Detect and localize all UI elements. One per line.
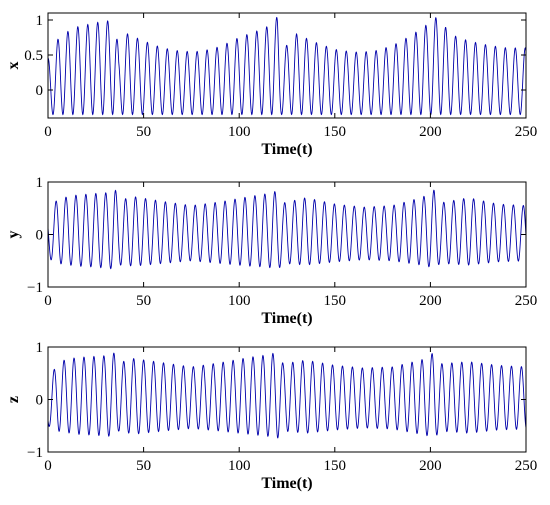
x-tick-label: 250 <box>515 293 538 309</box>
x-tick-label: 50 <box>136 458 151 474</box>
axes-frame <box>47 12 527 119</box>
x-tick-label: 150 <box>324 124 347 140</box>
x-tick-label: 250 <box>515 124 538 140</box>
x-tick-label: 0 <box>44 293 52 309</box>
series-line-x-0 <box>48 16 526 116</box>
series-line-y-0 <box>48 189 526 270</box>
x-tick-label: 100 <box>228 124 251 140</box>
y-axis-label: x <box>5 62 22 70</box>
x-tick-label: 0 <box>44 458 52 474</box>
x-axis-label: Time(t) <box>261 141 312 158</box>
panel-x: 0 50 100 150 200 250 0 0.5 1 Time(t) x <box>5 12 538 158</box>
y-tick-label: 0 <box>36 228 44 244</box>
x-axis-label: Time(t) <box>261 310 312 327</box>
y-tick-label: 1 <box>36 13 44 29</box>
x-tick-label: 0 <box>44 124 52 140</box>
y-tick-label: −1 <box>27 280 43 296</box>
x-tick-label: 150 <box>324 458 347 474</box>
y-axis-label: z <box>5 396 22 403</box>
x-tick-label: 100 <box>228 458 251 474</box>
series-line-z-0 <box>48 352 526 439</box>
x-tick-label: 200 <box>419 124 442 140</box>
y-tick-label: 0 <box>36 83 44 99</box>
x-tick-label: 200 <box>419 293 442 309</box>
x-axis-label: Time(t) <box>261 475 312 492</box>
x-tick-label: 50 <box>136 124 151 140</box>
y-tick-label: 1 <box>36 175 44 191</box>
y-tick-label: 0 <box>36 393 44 409</box>
y-axis-label: y <box>5 231 22 239</box>
x-tick-label: 200 <box>419 458 442 474</box>
y-tick-label: −1 <box>27 445 43 461</box>
y-tick-label: 0.5 <box>24 48 43 64</box>
y-tick-label: 1 <box>36 340 44 356</box>
x-tick-label: 250 <box>515 458 538 474</box>
x-tick-label: 150 <box>324 293 347 309</box>
x-tick-label: 100 <box>228 293 251 309</box>
x-tick-label: 50 <box>136 293 151 309</box>
